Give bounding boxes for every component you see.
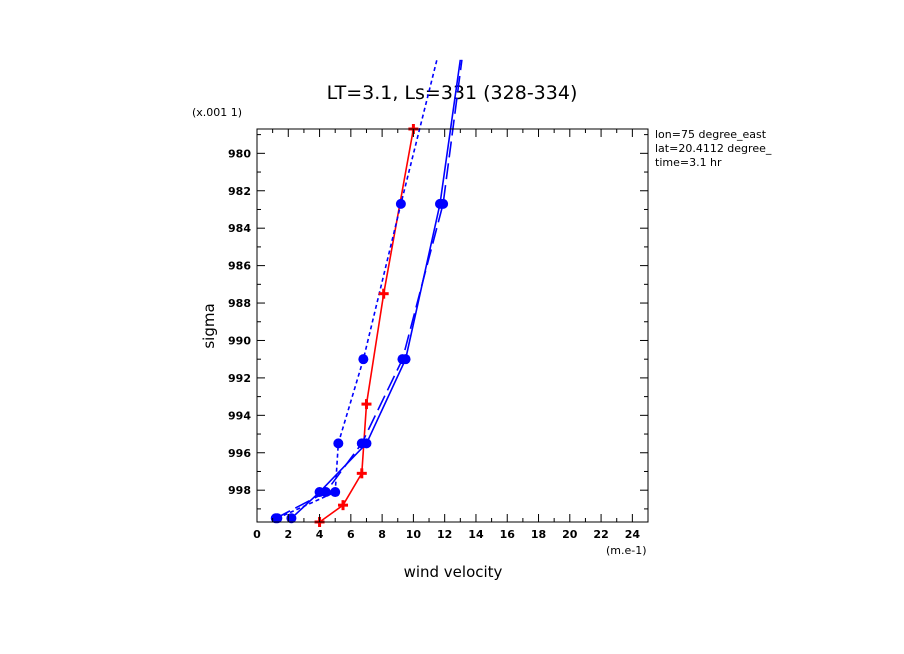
x-tick-label: 8 — [378, 528, 386, 541]
x-tick-label: 18 — [531, 528, 546, 541]
axis-ticks — [256, 129, 648, 522]
y-tick-label: 984 — [228, 222, 251, 235]
y-tick-label: 996 — [228, 447, 251, 460]
x-scale-label: (m.e-1) — [606, 544, 647, 557]
series-1-point — [286, 513, 297, 524]
x-tick-label: 2 — [284, 528, 292, 541]
series-0-point — [356, 468, 367, 479]
series-line-0 — [319, 128, 415, 523]
y-tick-label: 988 — [228, 297, 251, 310]
x-axis-label: wind velocity — [404, 563, 503, 581]
y-scale-label: (x.001 1) — [192, 106, 242, 119]
y-tick-label: 992 — [228, 372, 251, 385]
series-0-point — [378, 288, 389, 299]
series-3-point — [358, 354, 369, 365]
series-3-point — [395, 198, 406, 209]
series-2-point — [320, 487, 331, 498]
plot-markers — [270, 124, 449, 527]
x-tick-label: 20 — [562, 528, 578, 541]
x-tick-label: 22 — [593, 528, 608, 541]
unused-anchor — [0, 0, 1, 1]
y-tick-label: 994 — [228, 409, 251, 422]
y-tick-label: 982 — [228, 185, 251, 198]
x-tick-labels: 0 2 4 6 8 10 12 14 16 18 20 22 24 — [253, 528, 640, 541]
plot-frame — [256, 128, 649, 523]
x-tick-label: 6 — [347, 528, 355, 541]
series-0-point — [338, 500, 349, 511]
y-tick-label: 986 — [228, 260, 251, 273]
x-tick-label: 10 — [406, 528, 422, 541]
series-line-1 — [290, 59, 462, 519]
x-tick-label: 16 — [500, 528, 516, 541]
x-tick-label: 12 — [437, 528, 452, 541]
y-axis-label: sigma — [200, 303, 218, 348]
series-2-point — [356, 438, 367, 449]
series-0-point — [361, 399, 372, 410]
y-tick-labels: 980 982 984 986 988 990 992 994 996 998 — [228, 147, 251, 497]
chart-title: LT=3.1, Ls=331 (328-334) — [327, 82, 578, 104]
info-time: time=3.1 hr — [655, 156, 722, 169]
x-tick-label: 14 — [468, 528, 484, 541]
x-tick-label: 24 — [625, 528, 641, 541]
series-3-point — [333, 438, 344, 449]
y-tick-label: 990 — [228, 334, 251, 347]
info-block: lon=75 degree_east lat=20.4112 degree_ t… — [655, 128, 772, 169]
series-2-point — [397, 354, 408, 365]
y-tick-label: 998 — [228, 484, 251, 497]
info-lon: lon=75 degree_east — [655, 128, 767, 141]
x-tick-label: 4 — [316, 528, 324, 541]
series-3-point — [272, 513, 283, 524]
info-lat: lat=20.4112 degree_ — [655, 142, 772, 155]
series-3-point — [330, 487, 341, 498]
series-2-point — [438, 198, 449, 209]
x-tick-label: 0 — [253, 528, 261, 541]
y-tick-label: 980 — [228, 147, 251, 160]
